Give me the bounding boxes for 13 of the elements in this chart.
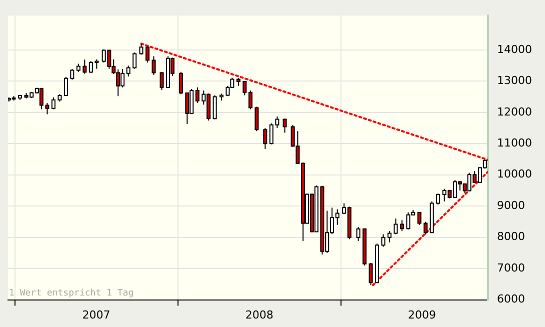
y-tick-label: 9000 (497, 198, 526, 212)
y-tick-label: 10000 (497, 168, 532, 181)
x-tick-label: 2007 (82, 308, 110, 322)
y-tick-label: 7000 (497, 261, 526, 274)
y-tick-label: 14000 (497, 42, 532, 56)
x-tick-label: 2009 (408, 308, 436, 322)
x-tick-label: 2008 (245, 308, 274, 322)
annotation: 1 Wert entspricht 1 Tag (9, 288, 134, 299)
y-tick-label: 8000 (497, 230, 526, 244)
y-tick-label: 6000 (497, 292, 526, 306)
y-tick-label: 13000 (497, 74, 532, 88)
y-tick-label: 12000 (497, 105, 532, 118)
y-tick-label: 11000 (497, 136, 532, 150)
